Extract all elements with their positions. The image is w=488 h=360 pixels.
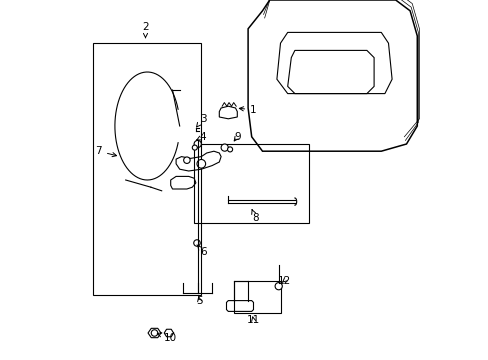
Text: 10: 10 (157, 333, 177, 343)
Circle shape (192, 145, 197, 150)
Text: 6: 6 (197, 245, 206, 257)
Circle shape (193, 240, 200, 246)
Text: 1: 1 (239, 105, 256, 115)
Text: 7: 7 (95, 146, 116, 157)
Text: 5: 5 (196, 296, 203, 306)
Circle shape (151, 330, 158, 336)
Text: 9: 9 (234, 132, 240, 142)
Circle shape (221, 144, 228, 151)
Circle shape (194, 140, 201, 148)
Text: 12: 12 (277, 276, 290, 286)
Circle shape (183, 157, 190, 163)
Text: 2: 2 (142, 22, 148, 38)
Circle shape (227, 147, 232, 152)
Text: 8: 8 (251, 210, 258, 223)
Text: 11: 11 (246, 315, 260, 325)
Text: 3: 3 (196, 114, 206, 127)
Text: 4: 4 (196, 132, 206, 142)
Circle shape (197, 159, 205, 168)
Circle shape (275, 283, 282, 290)
